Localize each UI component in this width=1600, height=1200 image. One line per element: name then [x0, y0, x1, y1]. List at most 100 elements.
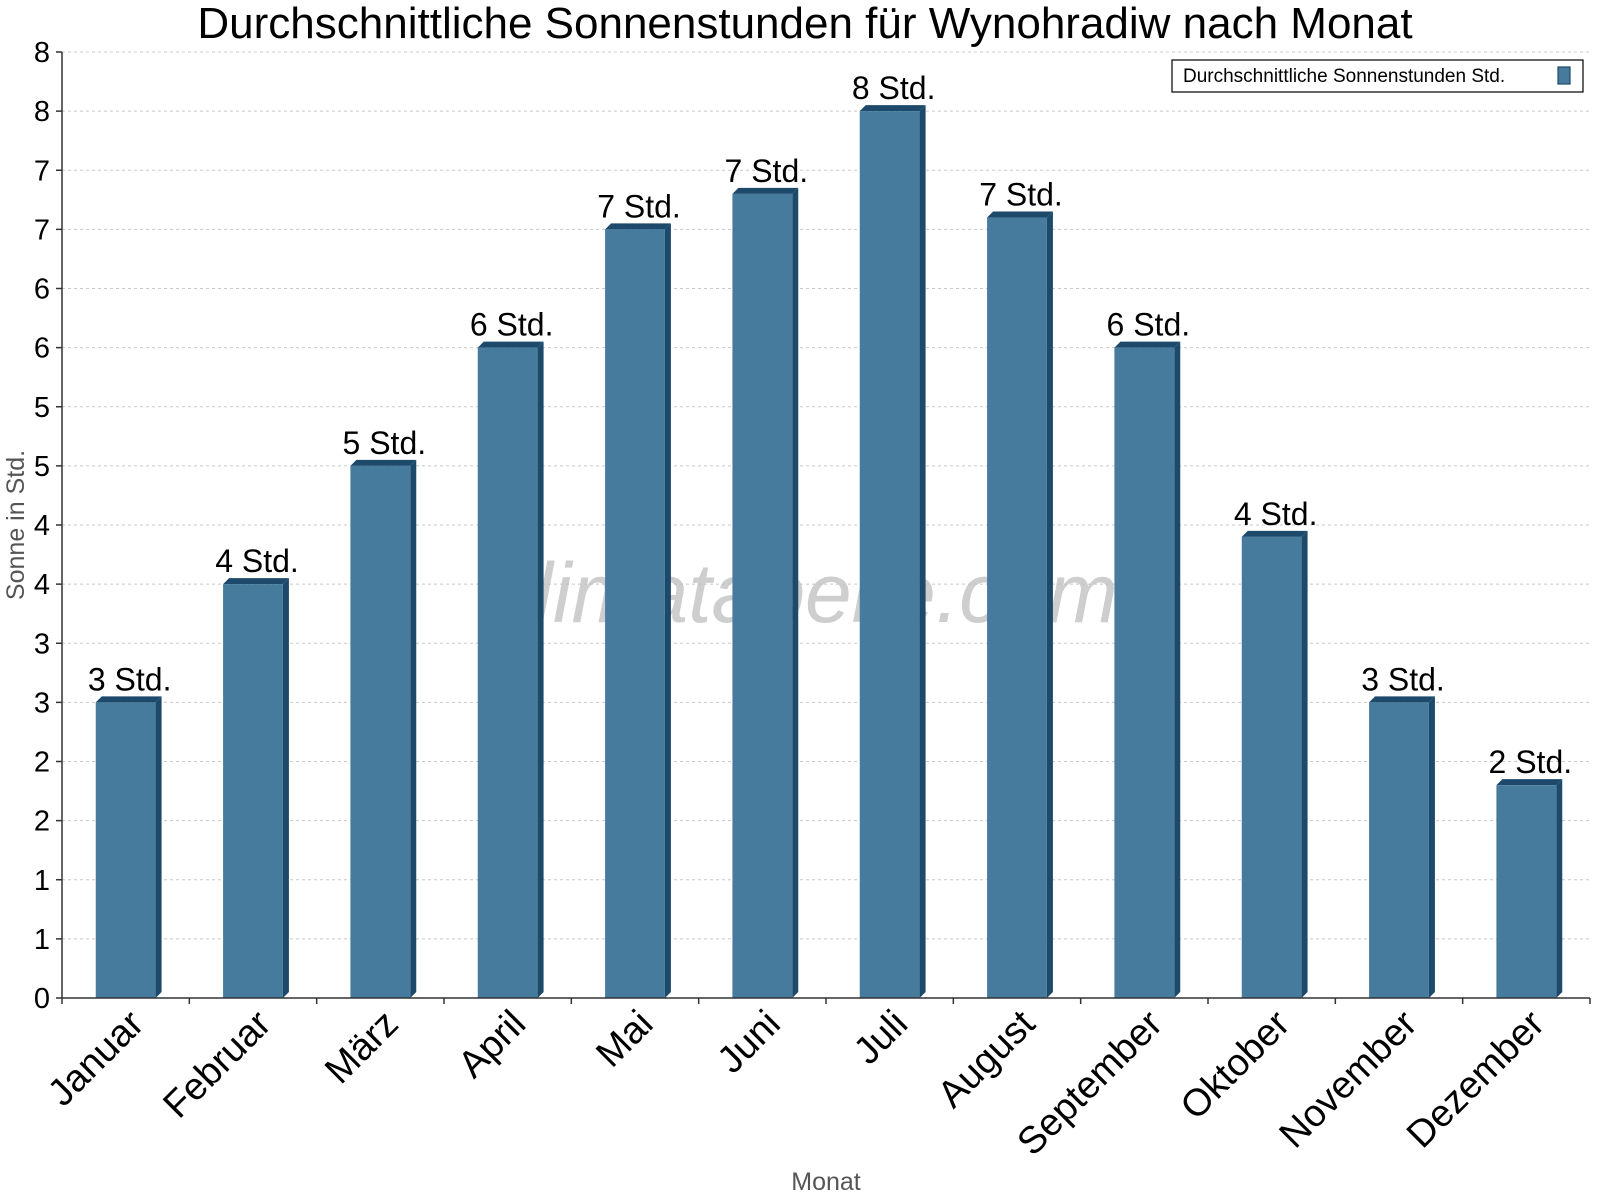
bar-face: [732, 193, 793, 998]
bar-1: [95, 696, 162, 998]
bar-value-label: 3 Std.: [88, 661, 172, 697]
bar-11: [1369, 696, 1435, 998]
bar-8: [987, 211, 1053, 999]
y-tick-label: 4: [34, 569, 50, 601]
bar-face: [1241, 536, 1302, 998]
bar-top: [1241, 530, 1308, 537]
bar-value-label: 6 Std.: [470, 307, 554, 343]
bar-face: [477, 347, 538, 998]
bar-top: [1369, 696, 1435, 703]
bar-value-label: 6 Std.: [1107, 307, 1191, 343]
bar-9: [1114, 341, 1181, 998]
bar-side: [537, 341, 544, 998]
legend-swatch: [1557, 66, 1571, 85]
bar-top: [859, 105, 926, 112]
bar-face: [350, 465, 411, 998]
x-tick-label: Oktober: [1173, 1002, 1299, 1128]
axes: [61, 52, 1591, 1004]
bar-top: [1114, 341, 1181, 348]
bar-side: [410, 459, 417, 998]
bar-value-label: 5 Std.: [343, 425, 427, 461]
x-tick-label: Dezember: [1399, 1002, 1553, 1156]
bar-side: [1301, 530, 1308, 998]
y-tick-labels: 0 1 1 2 2 3 3 4 4 5 5 6 6 7 7 8 8: [34, 37, 62, 1015]
bar-side: [664, 223, 671, 998]
y-tick-label: 3: [34, 628, 50, 660]
bar-value-label: 3 Std.: [1361, 661, 1445, 697]
bar-3: [350, 459, 417, 998]
chart-title: Durchschnittliche Sonnenstunden für Wyno…: [197, 0, 1412, 48]
x-tick-label: Juli: [846, 1003, 916, 1073]
y-tick-label: 7: [34, 155, 50, 187]
bar-5: [605, 223, 671, 998]
bars: [95, 105, 1563, 999]
y-tick-label: 1: [34, 924, 50, 956]
bar-top: [95, 696, 162, 703]
bar-face: [987, 217, 1047, 999]
bar-2: [223, 578, 289, 998]
y-tick-label: 1: [34, 865, 50, 897]
bar-side: [155, 696, 162, 998]
bar-face: [223, 584, 283, 998]
y-tick-label: 5: [34, 451, 50, 483]
bar-4: [477, 341, 544, 998]
y-tick-label: 8: [34, 96, 50, 128]
x-tick-label: März: [317, 1003, 406, 1092]
bar-10: [1241, 530, 1308, 998]
y-axis-label: Sonne in Std.: [2, 450, 30, 600]
bar-top: [223, 578, 289, 585]
x-axis-label: Monat: [791, 1168, 861, 1196]
x-tick-label: August: [930, 1002, 1044, 1116]
x-tick-label: November: [1272, 1002, 1426, 1156]
x-tick-label: Januar: [40, 1002, 152, 1114]
bar-top: [605, 223, 671, 230]
bar-top: [477, 341, 544, 348]
x-tick-label: Februar: [156, 1002, 280, 1126]
bar-face: [1114, 347, 1175, 998]
bar-value-label: 2 Std.: [1489, 744, 1573, 780]
bar-7: [859, 105, 926, 998]
bar-12: [1496, 779, 1563, 998]
bar-value-label: 4 Std.: [1234, 496, 1318, 532]
bar-side: [919, 105, 926, 998]
x-tick-label: Mai: [588, 1003, 661, 1076]
y-tick-label: 5: [34, 392, 50, 424]
bar-6: [732, 187, 799, 998]
x-tick-label: Juni: [710, 1003, 789, 1082]
bar-top: [1496, 779, 1563, 786]
bar-side: [1556, 779, 1563, 998]
bar-face: [859, 111, 920, 998]
y-tick-label: 2: [34, 747, 50, 779]
y-tick-label: 2: [34, 806, 50, 838]
y-tick-label: 7: [34, 214, 50, 246]
y-tick-label: 6: [34, 333, 50, 365]
y-tick-label: 8: [34, 37, 50, 69]
x-tick-labels: Januar Februar März April Mai Juni Juli AugustS…: [40, 1002, 1553, 1163]
legend-entry-label: Durchschnittliche Sonnenstunden Std.: [1183, 66, 1505, 87]
bar-top: [350, 459, 417, 466]
bar-value-label: 7 Std.: [597, 188, 681, 224]
bar-value-label: 7 Std.: [725, 153, 809, 189]
grid-lines: [62, 51, 1590, 940]
bar-side: [792, 187, 799, 998]
bar-top: [732, 187, 799, 194]
y-tick-label: 4: [34, 510, 50, 542]
y-tick-label: 0: [34, 983, 50, 1015]
legend-box: [1171, 59, 1584, 93]
legend: Durchschnittliche Sonnenstunden Std.: [1171, 59, 1584, 93]
bar-face: [1496, 785, 1557, 998]
bar-side: [1428, 696, 1435, 998]
bar-value-label: 4 Std.: [215, 543, 299, 579]
value-labels: 3 Std. 4 Std. 5 Std. 6 Std. 7 Std. 7 Std. 8 St…: [88, 70, 1572, 780]
y-tick-label: 3: [34, 687, 50, 719]
bar-top: [987, 211, 1053, 218]
y-tick-label: 6: [34, 274, 50, 306]
bar-value-label: 7 Std.: [979, 177, 1063, 213]
x-tick-label: April: [451, 1003, 534, 1086]
bar-face: [1369, 702, 1429, 998]
bar-side: [1046, 211, 1053, 999]
bar-value-label: 8 Std.: [852, 70, 936, 106]
bar-face: [605, 229, 665, 998]
bar-face: [95, 702, 156, 998]
